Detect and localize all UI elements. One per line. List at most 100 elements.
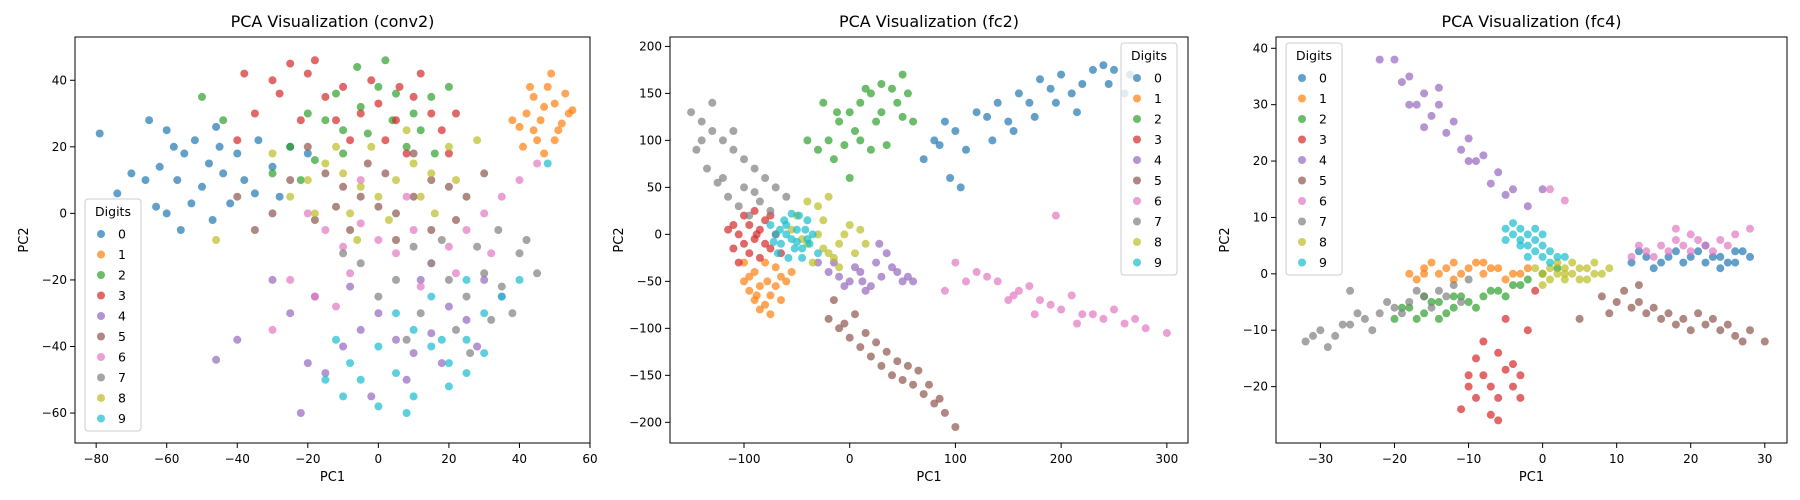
data-point-digit-8 (856, 225, 865, 234)
data-point-digit-9 (1516, 224, 1525, 233)
data-point-digit-0 (226, 199, 235, 208)
data-point-digit-0 (1701, 258, 1710, 267)
data-point-digit-9 (795, 211, 803, 220)
data-point-digit-0 (1746, 252, 1754, 261)
y-tick-label: −40 (42, 339, 67, 353)
data-point-digit-1 (777, 296, 785, 305)
data-point-digit-4 (893, 268, 902, 276)
data-point-digit-5 (1597, 292, 1606, 301)
data-point-digit-0 (940, 117, 949, 126)
y-axis-label: PC2 (1218, 227, 1233, 252)
data-point-digit-2 (402, 142, 411, 151)
data-point-digit-0 (240, 176, 249, 185)
data-point-digit-7 (466, 349, 475, 358)
legend-label-digit-0: 0 (1154, 71, 1162, 86)
data-point-digit-0 (1738, 247, 1747, 256)
data-point-digit-1 (766, 310, 775, 319)
chart-title: PCA Visualization (fc4) (1441, 12, 1621, 31)
data-point-digit-9 (392, 309, 400, 318)
data-point-digit-5 (930, 399, 939, 408)
data-point-digit-6 (409, 226, 418, 234)
data-point-digit-7 (480, 269, 489, 278)
data-point-digit-1 (761, 300, 770, 309)
data-point-digit-1 (557, 119, 566, 128)
data-point-digit-1 (1457, 269, 1466, 278)
legend-label-digit-6: 6 (1154, 194, 1162, 209)
data-point-digit-0 (935, 141, 944, 150)
data-point-digit-8 (286, 192, 295, 201)
plot-frame (669, 36, 1189, 444)
data-point-digit-0 (1030, 112, 1039, 121)
data-point-digit-6 (1110, 305, 1118, 314)
data-point-digit-4 (356, 325, 365, 334)
data-point-digit-5 (935, 394, 944, 403)
data-point-digit-7 (740, 155, 748, 164)
data-point-digit-2 (845, 108, 854, 117)
data-point-digit-5 (856, 343, 865, 352)
data-point-digit-0 (190, 136, 199, 145)
data-point-digit-3 (1509, 382, 1517, 391)
data-point-digit-7 (494, 226, 503, 234)
data-point-digit-0 (1723, 258, 1732, 267)
data-point-digit-2 (374, 82, 383, 91)
data-point-digit-0 (208, 216, 217, 224)
legend-label-digit-5: 5 (1319, 173, 1327, 188)
legend-marker-digit-6 (97, 353, 105, 361)
data-point-digit-9 (798, 244, 807, 253)
legend-label-digit-4: 4 (1154, 153, 1162, 168)
data-point-digit-1 (533, 136, 542, 145)
data-point-digit-0 (162, 126, 171, 135)
y-axis-label: PC2 (612, 227, 627, 252)
legend-marker-digit-9 (97, 414, 105, 423)
legend-label-digit-3: 3 (118, 288, 126, 303)
data-point-digit-4 (875, 239, 884, 248)
data-point-digit-4 (427, 329, 436, 338)
data-point-digit-5 (845, 333, 854, 342)
data-point-digit-0 (152, 202, 161, 211)
data-point-digit-3 (416, 69, 425, 78)
data-point-digit-6 (356, 176, 365, 185)
data-point-digit-7 (1375, 309, 1384, 318)
data-point-digit-3 (250, 109, 259, 118)
data-point-digit-8 (803, 197, 812, 206)
data-point-digit-4 (1494, 168, 1503, 177)
data-point-digit-0 (988, 136, 997, 145)
legend-marker-digit-3 (1133, 135, 1141, 144)
data-point-digit-5 (427, 176, 436, 185)
data-point-digit-9 (798, 253, 807, 262)
data-point-digit-9 (1501, 224, 1510, 233)
data-point-digit-3 (275, 89, 284, 98)
data-point-digit-1 (547, 69, 556, 78)
data-point-digit-4 (346, 282, 355, 291)
data-point-digit-5 (1708, 314, 1717, 323)
data-point-digit-1 (1486, 264, 1495, 273)
data-point-digit-6 (1088, 310, 1097, 319)
data-point-digit-0 (1073, 108, 1081, 117)
data-point-digit-8 (1560, 264, 1569, 273)
data-point-digit-9 (769, 237, 778, 246)
data-point-digit-2 (893, 98, 902, 107)
data-point-digit-0 (198, 182, 206, 191)
data-point-digit-2 (303, 109, 312, 118)
data-point-digit-0 (962, 145, 970, 154)
data-point-digit-0 (205, 159, 213, 168)
data-point-digit-4 (1420, 123, 1429, 132)
legend-label-digit-3: 3 (1319, 132, 1327, 147)
legend-marker-digit-0 (1133, 74, 1141, 82)
data-point-digit-8 (829, 253, 838, 262)
data-point-digit-3 (752, 230, 761, 239)
legend-marker-digit-4 (97, 312, 105, 320)
data-point-digit-6 (462, 226, 471, 234)
data-point-digit-7 (1434, 286, 1443, 295)
x-tick-label: −30 (1308, 452, 1333, 466)
data-point-digit-4 (392, 335, 400, 344)
data-point-digit-3 (761, 239, 770, 248)
data-point-digit-2 (332, 89, 340, 98)
data-point-digit-4 (858, 277, 867, 286)
data-point-digit-0 (1046, 84, 1055, 93)
data-point-digit-2 (882, 141, 891, 150)
data-point-digit-3 (310, 56, 319, 65)
legend-marker-digit-2 (1133, 115, 1141, 123)
data-point-digit-6 (332, 302, 340, 311)
y-tick-label: −50 (637, 274, 662, 288)
